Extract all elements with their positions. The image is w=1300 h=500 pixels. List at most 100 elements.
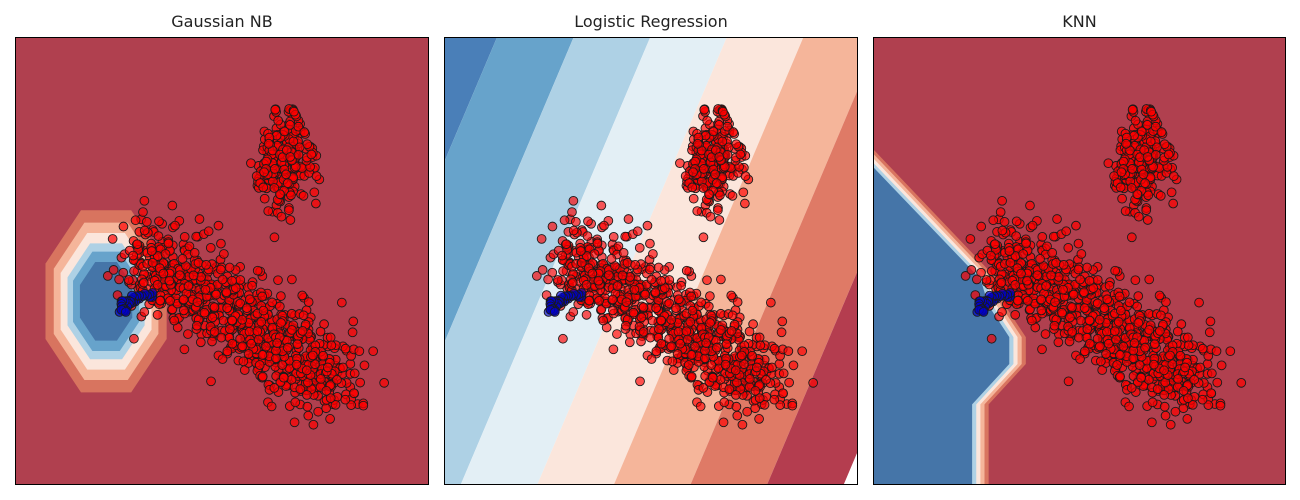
data-point-positive — [960, 271, 971, 281]
panel-title-gaussian-nb: Gaussian NB — [171, 12, 273, 31]
data-point-positive — [141, 216, 152, 227]
data-point-positive — [285, 215, 296, 225]
data-point-positive — [272, 338, 283, 348]
data-point-positive — [738, 187, 749, 198]
data-point-positive — [695, 401, 706, 412]
data-point-positive — [302, 390, 312, 400]
data-point-positive — [252, 326, 263, 337]
data-point-positive — [295, 384, 306, 394]
data-point-positive — [558, 333, 568, 344]
data-point-positive — [971, 274, 982, 285]
data-point-positive — [1161, 297, 1171, 307]
data-point-positive — [315, 326, 326, 337]
data-point-positive — [1084, 276, 1095, 286]
data-point-positive — [686, 350, 697, 360]
data-point-positive — [724, 384, 735, 394]
data-point-positive — [783, 346, 794, 357]
data-point-positive — [218, 315, 229, 326]
data-point-positive — [986, 333, 997, 344]
data-point-positive — [721, 339, 732, 350]
data-point-positive — [221, 287, 232, 298]
data-point-positive — [292, 339, 303, 350]
data-point-positive — [1005, 257, 1016, 268]
data-point-positive — [227, 315, 237, 326]
data-point-positive — [325, 414, 335, 424]
data-point-positive — [582, 231, 593, 241]
data-point-positive — [1061, 226, 1072, 237]
data-point-positive — [692, 206, 703, 216]
data-point-positive — [1194, 297, 1204, 308]
data-point-positive — [688, 193, 699, 204]
data-point-positive — [258, 182, 269, 193]
data-point-positive — [696, 297, 706, 308]
data-point-positive — [1132, 301, 1143, 312]
data-point-positive — [765, 297, 776, 308]
data-point-positive — [751, 362, 762, 373]
data-point-positive — [170, 220, 180, 231]
data-point-positive — [257, 371, 268, 382]
data-point-positive — [1114, 291, 1125, 302]
data-point-positive — [608, 344, 619, 355]
data-point-positive — [189, 247, 200, 258]
data-point-positive — [1057, 307, 1067, 318]
data-point-positive — [269, 232, 280, 243]
data-point-positive — [209, 302, 220, 313]
data-point-positive — [1022, 295, 1033, 306]
data-point-positive — [997, 195, 1007, 206]
data-point-positive — [656, 338, 667, 349]
data-point-positive — [1236, 378, 1247, 388]
data-point-positive — [1130, 275, 1141, 286]
data-point-positive — [1136, 372, 1146, 383]
data-point-positive — [1180, 362, 1190, 373]
decision-region-negative — [873, 166, 1010, 485]
data-point-positive — [654, 324, 664, 334]
data-point-positive — [358, 400, 369, 411]
data-point-positive — [123, 275, 134, 285]
data-point-positive — [195, 337, 206, 348]
data-point-positive — [636, 312, 647, 323]
data-point-positive — [178, 305, 189, 316]
data-point-positive — [1079, 346, 1090, 357]
data-point-positive — [1133, 318, 1144, 328]
data-point-positive — [759, 399, 770, 410]
data-point-positive — [1216, 360, 1227, 371]
data-point-positive — [1075, 354, 1085, 364]
data-point-positive — [379, 378, 390, 388]
data-point-positive — [247, 280, 257, 291]
data-point-positive — [1187, 399, 1198, 410]
data-point-positive — [1102, 294, 1113, 305]
data-point-positive — [701, 338, 712, 348]
data-point-positive — [559, 215, 570, 226]
data-point-positive — [1159, 401, 1170, 412]
data-point-positive — [552, 275, 563, 285]
data-point-positive — [653, 262, 664, 273]
data-point-positive — [1183, 332, 1193, 343]
data-point-positive — [997, 307, 1007, 317]
data-point-positive — [726, 290, 737, 301]
data-point-positive — [1215, 400, 1226, 411]
data-point-positive — [130, 215, 141, 226]
data-point-positive — [1197, 394, 1208, 405]
data-point-positive — [322, 362, 333, 373]
data-point-positive — [731, 390, 741, 400]
data-point-positive — [1047, 247, 1058, 258]
decision-band — [766, 269, 858, 485]
data-point-positive — [1040, 329, 1051, 339]
data-point-positive — [1167, 359, 1178, 370]
data-point-positive — [1011, 216, 1022, 227]
data-point-positive — [183, 281, 194, 291]
data-point-positive — [640, 289, 651, 300]
data-point-positive — [1063, 376, 1074, 387]
data-point-positive — [1065, 312, 1075, 323]
data-point-positive — [1058, 259, 1069, 270]
data-point-positive — [179, 344, 190, 355]
data-point-positive — [966, 265, 977, 275]
data-point-positive — [1126, 232, 1137, 243]
data-point-positive — [139, 195, 150, 206]
data-point-positive — [368, 346, 379, 357]
data-point-positive — [1140, 178, 1150, 189]
data-point-positive — [598, 315, 609, 326]
data-point-positive — [1127, 164, 1138, 174]
data-point-positive — [715, 325, 726, 335]
data-point-positive — [1111, 334, 1121, 345]
